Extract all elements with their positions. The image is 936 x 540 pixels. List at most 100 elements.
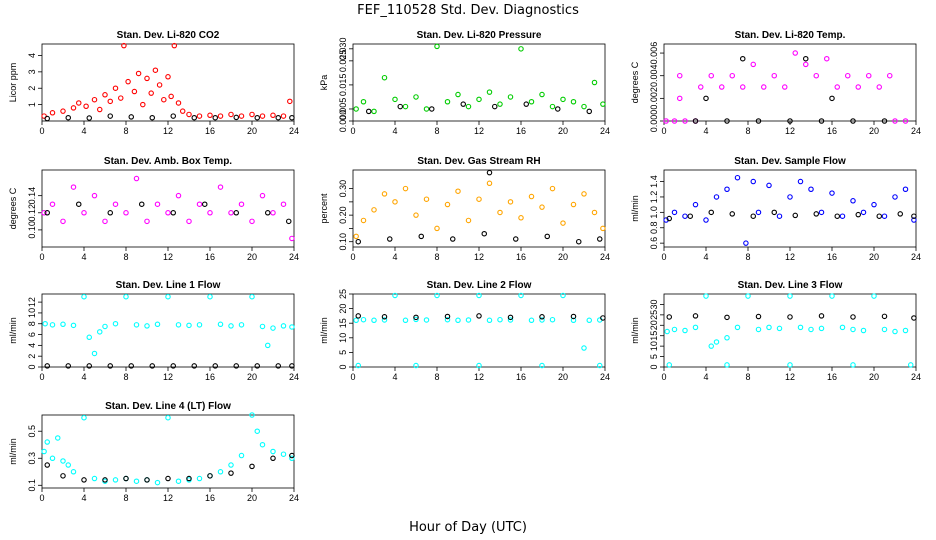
y-tick-label: 0.3 (27, 452, 37, 465)
data-point (165, 74, 171, 80)
data-point (161, 96, 167, 103)
panel-title: Stan. Dev. Li-820 CO2 (117, 30, 220, 41)
y-tick-label: 0.8 (649, 221, 659, 234)
y-tick-label: 10 (27, 308, 37, 318)
x-tick-label: 8 (123, 252, 128, 262)
data-point (112, 320, 119, 327)
x-axis-label: Hour of Day (UTC) (409, 520, 527, 535)
data-point (381, 317, 388, 323)
data-point (65, 462, 72, 468)
y-tick-label: 1.2 (649, 191, 659, 204)
data-point (285, 218, 292, 225)
x-tick-label: 20 (247, 372, 257, 382)
series-red (41, 42, 293, 119)
x-tick-label: 4 (392, 372, 397, 382)
panel-title: Stan. Dev. Li-820 Temp. (735, 30, 846, 41)
data-point (444, 313, 451, 320)
data-point (371, 207, 377, 213)
data-point (102, 92, 108, 98)
x-tick-label: 20 (247, 252, 257, 262)
data-point (249, 463, 255, 470)
data-point (776, 213, 783, 219)
data-point (49, 322, 56, 328)
x-tick-label: 0 (350, 252, 355, 262)
data-point (44, 115, 50, 122)
data-point (871, 293, 877, 299)
data-point (834, 213, 840, 219)
data-point (413, 316, 419, 323)
y-tick-label: 0.1 (27, 479, 37, 492)
data-point (692, 201, 699, 208)
y-axis-label: Licor ppm (8, 63, 18, 103)
series-blue (663, 174, 917, 246)
data-point (792, 212, 798, 219)
x-tick-label: 8 (434, 252, 439, 262)
data-point (280, 113, 287, 119)
data-point (144, 323, 150, 329)
y-tick-label: 0.14 (27, 187, 37, 205)
data-point (507, 199, 514, 205)
data-point (703, 293, 709, 299)
data-point (365, 108, 372, 115)
data-point (907, 362, 914, 368)
data-point (750, 178, 756, 185)
data-point (207, 293, 213, 300)
data-point (428, 106, 435, 112)
y-tick-label: 20 (649, 320, 659, 330)
series-orange (353, 180, 606, 240)
y-tick-label: 0 (338, 364, 348, 369)
x-tick-label: 16 (205, 493, 215, 503)
data-point (44, 439, 50, 445)
series-black (365, 101, 592, 115)
y-tick-label: 30 (649, 299, 659, 309)
series-black (355, 313, 606, 321)
data-point (739, 55, 746, 62)
y-tick-label: 0.006 (649, 42, 659, 65)
data-point (212, 363, 219, 369)
data-point (596, 236, 603, 242)
data-point (264, 342, 271, 349)
data-point (196, 475, 203, 482)
data-point (444, 99, 451, 105)
y-axis-label: ml/min (8, 438, 18, 465)
data-point (724, 314, 730, 321)
y-tick-label: 0.6 (649, 237, 659, 250)
data-point (81, 293, 87, 300)
data-point (179, 108, 186, 114)
data-point (596, 362, 603, 369)
x-tick-label: 24 (289, 126, 299, 136)
series-black (44, 113, 295, 122)
x-tick-label: 20 (869, 252, 879, 262)
y-tick-label: 2 (27, 86, 37, 91)
x-tick-label: 24 (289, 493, 299, 503)
series-cyan (353, 292, 603, 369)
data-point (850, 118, 856, 124)
x-tick-label: 12 (474, 252, 484, 262)
data-point (133, 175, 140, 182)
y-tick-label: 0 (27, 364, 37, 369)
x-tick-label: 24 (600, 372, 610, 382)
data-point (671, 326, 678, 333)
data-point (238, 201, 245, 207)
data-point (539, 91, 545, 98)
series-magenta (41, 175, 295, 242)
x-tick-label: 16 (516, 126, 526, 136)
data-point (133, 478, 140, 484)
data-point (682, 327, 688, 334)
data-point (402, 185, 409, 192)
data-point (360, 217, 367, 224)
data-point (81, 477, 87, 483)
data-point (666, 215, 672, 222)
data-point (107, 363, 114, 369)
data-point (152, 67, 159, 73)
data-point (886, 72, 893, 79)
data-point (186, 322, 192, 329)
data-point (787, 362, 793, 368)
data-point (729, 211, 735, 217)
data-point (486, 169, 493, 176)
data-point (481, 230, 487, 237)
data-point (156, 82, 163, 88)
data-point (196, 201, 203, 207)
data-point (881, 213, 888, 219)
data-point (49, 201, 56, 207)
